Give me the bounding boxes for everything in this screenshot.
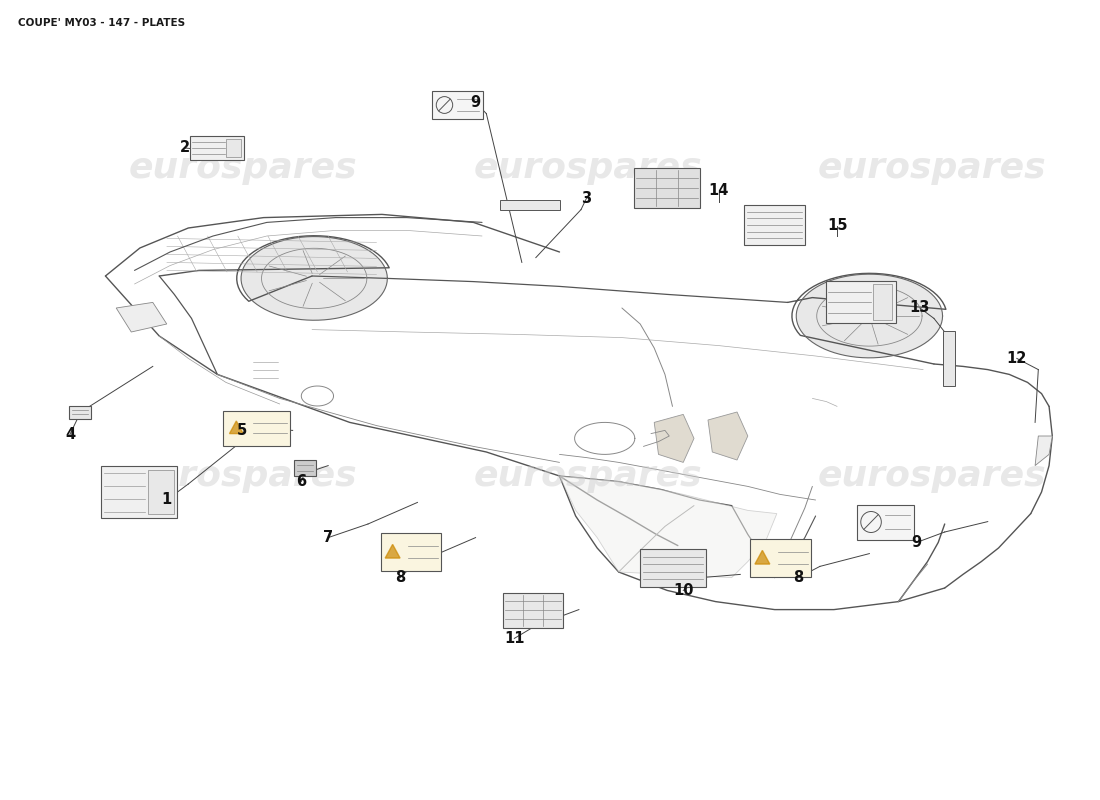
Text: 8: 8: [395, 570, 406, 585]
Text: eurospares: eurospares: [129, 459, 358, 493]
Bar: [432, 91, 483, 119]
Text: 8: 8: [793, 570, 803, 585]
Text: eurospares: eurospares: [473, 459, 702, 493]
Polygon shape: [117, 302, 167, 332]
Text: 13: 13: [910, 301, 931, 315]
Bar: [101, 466, 177, 518]
Text: 14: 14: [708, 183, 729, 198]
Text: 1: 1: [162, 493, 172, 507]
Text: 9: 9: [912, 535, 922, 550]
Text: COUPE' MY03 - 147 - PLATES: COUPE' MY03 - 147 - PLATES: [18, 18, 185, 28]
Bar: [872, 284, 892, 320]
Text: 2: 2: [180, 141, 190, 155]
Polygon shape: [560, 476, 777, 578]
Text: 6: 6: [296, 474, 306, 489]
Bar: [190, 136, 244, 160]
Polygon shape: [241, 237, 387, 320]
Text: 12: 12: [1006, 351, 1027, 366]
Polygon shape: [755, 550, 770, 564]
Bar: [295, 460, 316, 476]
Polygon shape: [708, 412, 748, 460]
Text: eurospares: eurospares: [129, 151, 358, 185]
Bar: [223, 410, 289, 446]
Bar: [640, 549, 706, 587]
Text: 7: 7: [323, 530, 333, 545]
Bar: [826, 281, 896, 323]
Bar: [857, 505, 914, 539]
Bar: [745, 205, 805, 245]
Text: 9: 9: [471, 95, 481, 110]
Text: eurospares: eurospares: [817, 151, 1046, 185]
Text: eurospares: eurospares: [817, 459, 1046, 493]
Bar: [750, 539, 811, 577]
Bar: [69, 406, 91, 418]
Text: 3: 3: [581, 191, 592, 206]
Text: eurospares: eurospares: [473, 151, 702, 185]
Bar: [634, 168, 701, 208]
Bar: [227, 139, 241, 157]
Text: 4: 4: [65, 427, 75, 442]
Bar: [381, 533, 441, 571]
Polygon shape: [385, 544, 400, 558]
Polygon shape: [654, 414, 694, 462]
Bar: [503, 593, 563, 627]
Polygon shape: [1035, 436, 1053, 466]
Polygon shape: [230, 421, 243, 434]
Text: 15: 15: [827, 218, 847, 233]
Text: 5: 5: [236, 423, 248, 438]
Polygon shape: [796, 274, 943, 358]
Bar: [499, 200, 561, 210]
Bar: [148, 470, 174, 514]
Bar: [943, 330, 955, 386]
Text: 10: 10: [673, 583, 693, 598]
Text: 11: 11: [504, 631, 525, 646]
